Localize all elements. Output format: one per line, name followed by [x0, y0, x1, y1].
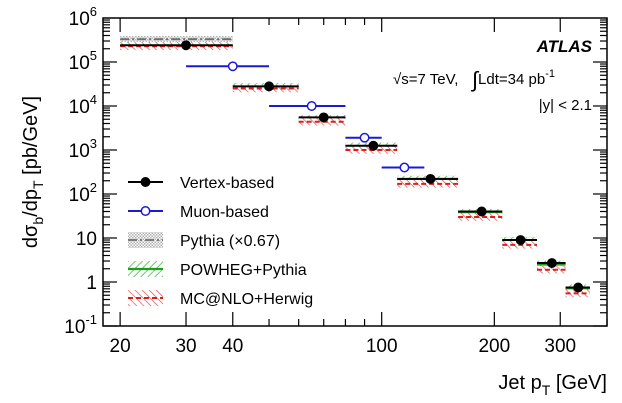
- plot-frame: [102, 17, 608, 327]
- series-0-point-0: [181, 40, 191, 51]
- series-0-point-7: [546, 258, 557, 268]
- x-tick-label-0: 20: [110, 336, 131, 357]
- y-tick-label-3: 102: [69, 180, 97, 206]
- series-0-point-3: [368, 140, 379, 151]
- series-1-point-0: [227, 61, 238, 72]
- legend-entry-3: POWHEG+Pythia: [128, 261, 307, 279]
- y-tick-label-7: 106: [69, 4, 97, 30]
- series-0-point-5: [476, 206, 487, 217]
- legend-entry-2: Pythia (×0.67): [128, 232, 280, 250]
- series-1-point-1: [306, 101, 317, 111]
- band-2-bin-5: [458, 213, 503, 221]
- legend-label-1: Muon-based: [180, 204, 269, 221]
- x-tick-label-5: 300: [544, 336, 576, 357]
- x-axis-title: Jet pT [GeV]: [498, 372, 607, 398]
- atlas-label: ATLAS: [536, 37, 593, 56]
- legend-label-4: MC@NLO+Herwig: [180, 291, 313, 308]
- legend-entry-1: Muon-based: [128, 204, 269, 221]
- x-tick-label-1: 30: [175, 336, 196, 357]
- legend-label-2: Pythia (×0.67): [180, 233, 280, 250]
- series-1-point-3: [399, 162, 410, 173]
- band-2-bin-7: [536, 265, 566, 274]
- x-tick-label-2: 40: [222, 336, 243, 357]
- rapidity-label: |y| < 2.1: [539, 97, 592, 114]
- y-tick-label-4: 103: [69, 136, 97, 162]
- energy-label: √s=7 TeV,: [393, 71, 458, 88]
- axis-ticks: [103, 18, 608, 327]
- legend-marker-1: [140, 206, 151, 216]
- legend-marker-0: [140, 177, 151, 187]
- tick-labels: 20 30 40 100 200 300 10-1 1 10 102 103 104 105 106: [64, 4, 576, 357]
- legend-entry-0: Vertex-based: [128, 175, 274, 192]
- y-tick-label-2: 10: [76, 229, 97, 250]
- legend-label-0: Vertex-based: [180, 175, 274, 192]
- legend: Vertex-based Muon-based Pythia (×0.67) POWH…: [128, 175, 313, 308]
- x-tick-label-3: 100: [366, 336, 398, 357]
- y-axis-title: dσb/dpT [pb/GeV]: [20, 96, 46, 248]
- band-2-bin-4: [397, 180, 459, 188]
- series-0-point-8: [573, 282, 584, 293]
- legend-label-3: POWHEG+Pythia: [180, 262, 307, 279]
- series-0-point-1: [264, 81, 274, 92]
- series-1-point-2: [359, 132, 370, 143]
- x-tick-label-4: 200: [478, 336, 510, 357]
- y-tick-label-1: 1: [86, 273, 97, 294]
- series-0-point-2: [318, 112, 329, 123]
- y-tick-label-0: 10-1: [64, 312, 97, 338]
- luminosity-label: ∫Ldt=34 pb-1: [470, 67, 555, 92]
- data-points: [120, 40, 590, 293]
- series-0-point-4: [425, 173, 436, 184]
- legend-entry-4: MC@NLO+Herwig: [128, 290, 313, 308]
- y-tick-label-5: 104: [69, 92, 97, 118]
- y-tick-label-6: 105: [69, 48, 97, 74]
- series-0-point-6: [515, 235, 526, 245]
